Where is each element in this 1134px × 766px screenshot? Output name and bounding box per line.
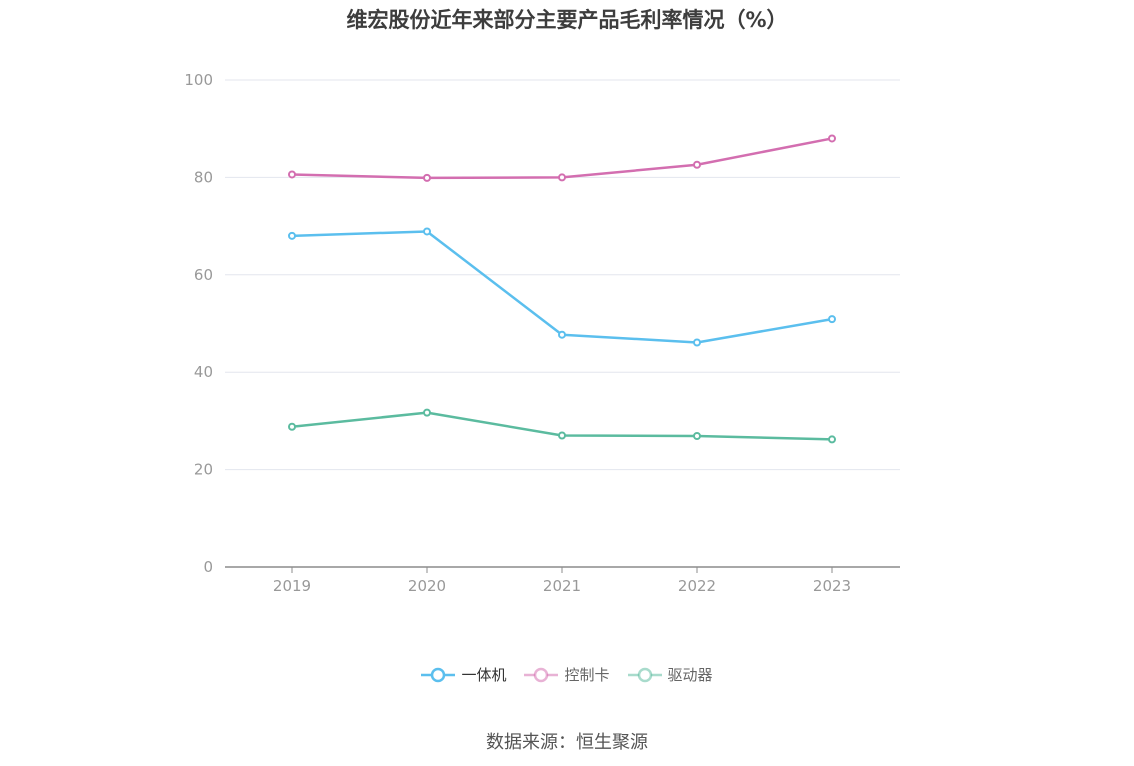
- legend-marker-icon: [421, 667, 456, 682]
- legend-item[interactable]: 控制卡: [524, 664, 610, 685]
- data-point[interactable]: [423, 173, 431, 182]
- x-tick-label: 2020: [408, 577, 446, 595]
- legend-marker-icon: [524, 667, 559, 682]
- y-tick-label: 80: [194, 168, 213, 186]
- data-point[interactable]: [828, 435, 836, 444]
- data-point[interactable]: [693, 431, 701, 440]
- chart-title: 维宏股份近年来部分主要产品毛利率情况（%）: [346, 8, 788, 32]
- data-source: 数据来源：恒生聚源: [486, 732, 648, 753]
- data-point[interactable]: [288, 170, 296, 179]
- data-point[interactable]: [288, 422, 296, 431]
- x-tick-label: 2021: [543, 577, 581, 595]
- y-tick-label: 20: [194, 461, 213, 479]
- y-tick-label: 60: [194, 266, 213, 284]
- series-1: [288, 227, 836, 347]
- series-2: [288, 134, 836, 182]
- series-line: [291, 230, 833, 344]
- data-point[interactable]: [693, 160, 701, 169]
- data-point[interactable]: [288, 231, 296, 240]
- legend-label: 控制卡: [564, 666, 610, 684]
- y-tick-label: 40: [194, 363, 213, 381]
- series-line: [291, 137, 833, 180]
- data-point[interactable]: [828, 315, 836, 324]
- legend-item[interactable]: 一体机: [421, 664, 506, 685]
- x-tick-label: 2019: [273, 577, 311, 595]
- series-3: [288, 408, 836, 444]
- legend: 一体机 控制卡 驱动器: [0, 664, 1134, 685]
- legend-marker-icon: [627, 667, 662, 682]
- y-tick-label: 0: [203, 558, 213, 576]
- legend-label: 驱动器: [667, 666, 713, 684]
- x-tick-label: 2022: [678, 577, 716, 595]
- data-point[interactable]: [558, 431, 566, 440]
- data-point[interactable]: [828, 134, 836, 143]
- data-point[interactable]: [423, 227, 431, 236]
- data-point[interactable]: [558, 173, 566, 182]
- data-point[interactable]: [558, 330, 566, 339]
- data-point[interactable]: [423, 408, 431, 417]
- data-point[interactable]: [693, 338, 701, 347]
- legend-item[interactable]: 驱动器: [627, 664, 713, 685]
- x-tick-label: 2023: [813, 577, 851, 595]
- legend-label: 一体机: [461, 666, 507, 684]
- y-tick-label: 100: [184, 71, 213, 89]
- series-lines: [288, 134, 836, 444]
- grid-lines: [225, 79, 900, 471]
- axes: 0 20 40 60 80 100 2019 2020 2021 2022 2023: [184, 71, 900, 595]
